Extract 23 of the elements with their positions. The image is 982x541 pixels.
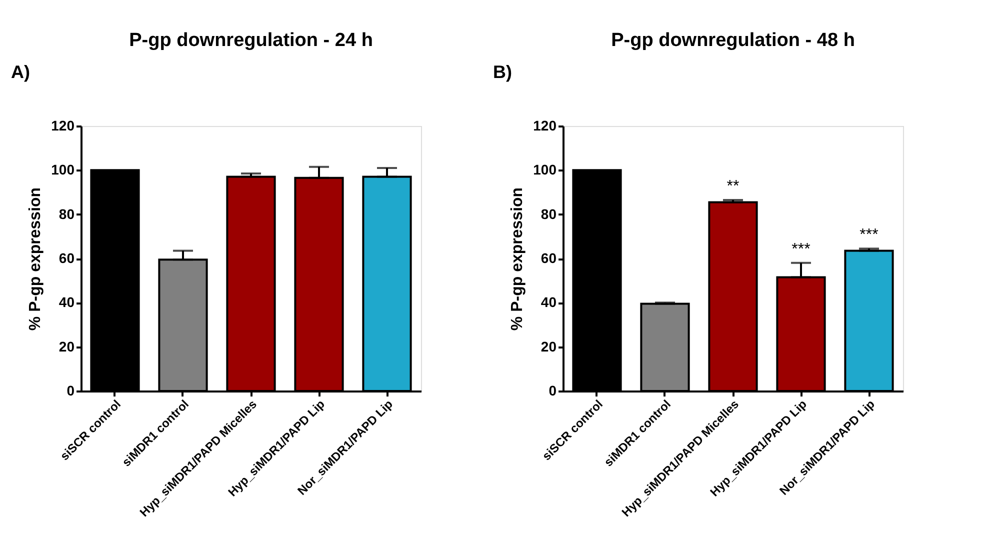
y-axis-title: % P-gp expression [509,187,526,331]
y-tick-label: 80 [540,206,557,222]
y-tick-label: 40 [58,294,75,310]
y-tick-label: 80 [58,206,75,222]
text: B) [493,62,512,82]
y-tick-label: 60 [58,250,75,266]
annotation: *** [792,240,810,258]
chart-title: P-gp downregulation - 24 h [129,30,373,51]
text: A) [11,62,30,82]
annotation: ** [726,178,740,195]
y-tick-label: 60 [540,250,557,266]
y-tick-label: 40 [540,294,557,310]
y-tick-label: 120 [533,118,557,134]
y-tick-label: 0 [66,382,75,398]
y-tick-label: 20 [58,338,75,354]
y-axis-title: % P-gp expression [27,187,44,331]
annotation: *** [860,226,878,244]
y-tick-label: 0 [548,382,557,398]
y-tick-label: 20 [540,338,557,354]
y-tick-label: 100 [51,162,75,178]
y-tick-label: 100 [533,162,557,178]
chart-title: P-gp downregulation - 48 h [611,30,855,51]
y-tick-label: 120 [51,118,75,134]
